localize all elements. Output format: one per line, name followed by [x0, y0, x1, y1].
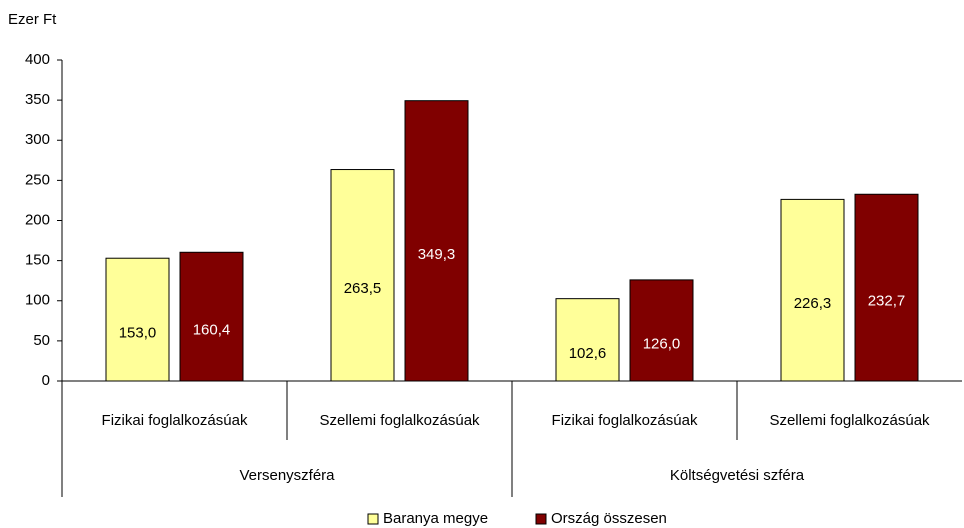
data-label: 349,3: [418, 246, 456, 263]
x-tick-label: Szellemi foglalkozásúak: [319, 412, 480, 429]
legend-label: Ország összesen: [551, 510, 667, 527]
data-label: 232,7: [868, 293, 906, 310]
group-label: Versenyszféra: [239, 467, 335, 484]
bar: [555, 298, 620, 382]
bar: [179, 251, 244, 382]
x-tick-label: Fizikai foglalkozásúak: [102, 412, 248, 429]
bar: [854, 193, 919, 382]
bar: [105, 257, 170, 382]
bar: [404, 100, 469, 382]
data-label: 160,4: [193, 322, 231, 339]
y-tick-label: 250: [25, 171, 50, 188]
x-tick-label: Szellemi foglalkozásúak: [769, 412, 930, 429]
y-tick-label: 100: [25, 292, 50, 309]
y-axis-label: Ezer Ft: [8, 11, 57, 28]
data-label: 263,5: [344, 280, 382, 297]
legend-label: Baranya megye: [383, 510, 488, 527]
data-label: 153,0: [119, 325, 157, 342]
y-tick-label: 0: [42, 372, 50, 389]
group-label: Költségvetési szféra: [670, 467, 805, 484]
bar: [780, 198, 845, 382]
legend-swatch: [535, 513, 547, 525]
data-label: 126,0: [643, 335, 681, 352]
y-tick-label: 150: [25, 252, 50, 269]
data-label: 102,6: [569, 345, 607, 362]
legend-swatch: [367, 513, 379, 525]
y-tick-label: 200: [25, 211, 50, 228]
y-tick-label: 300: [25, 131, 50, 148]
y-tick-label: 350: [25, 91, 50, 108]
bar: [330, 169, 395, 382]
y-tick-label: 50: [33, 332, 50, 349]
data-label: 226,3: [794, 295, 832, 312]
bar: [629, 279, 694, 382]
y-tick-label: 400: [25, 51, 50, 68]
x-tick-label: Fizikai foglalkozásúak: [552, 412, 698, 429]
